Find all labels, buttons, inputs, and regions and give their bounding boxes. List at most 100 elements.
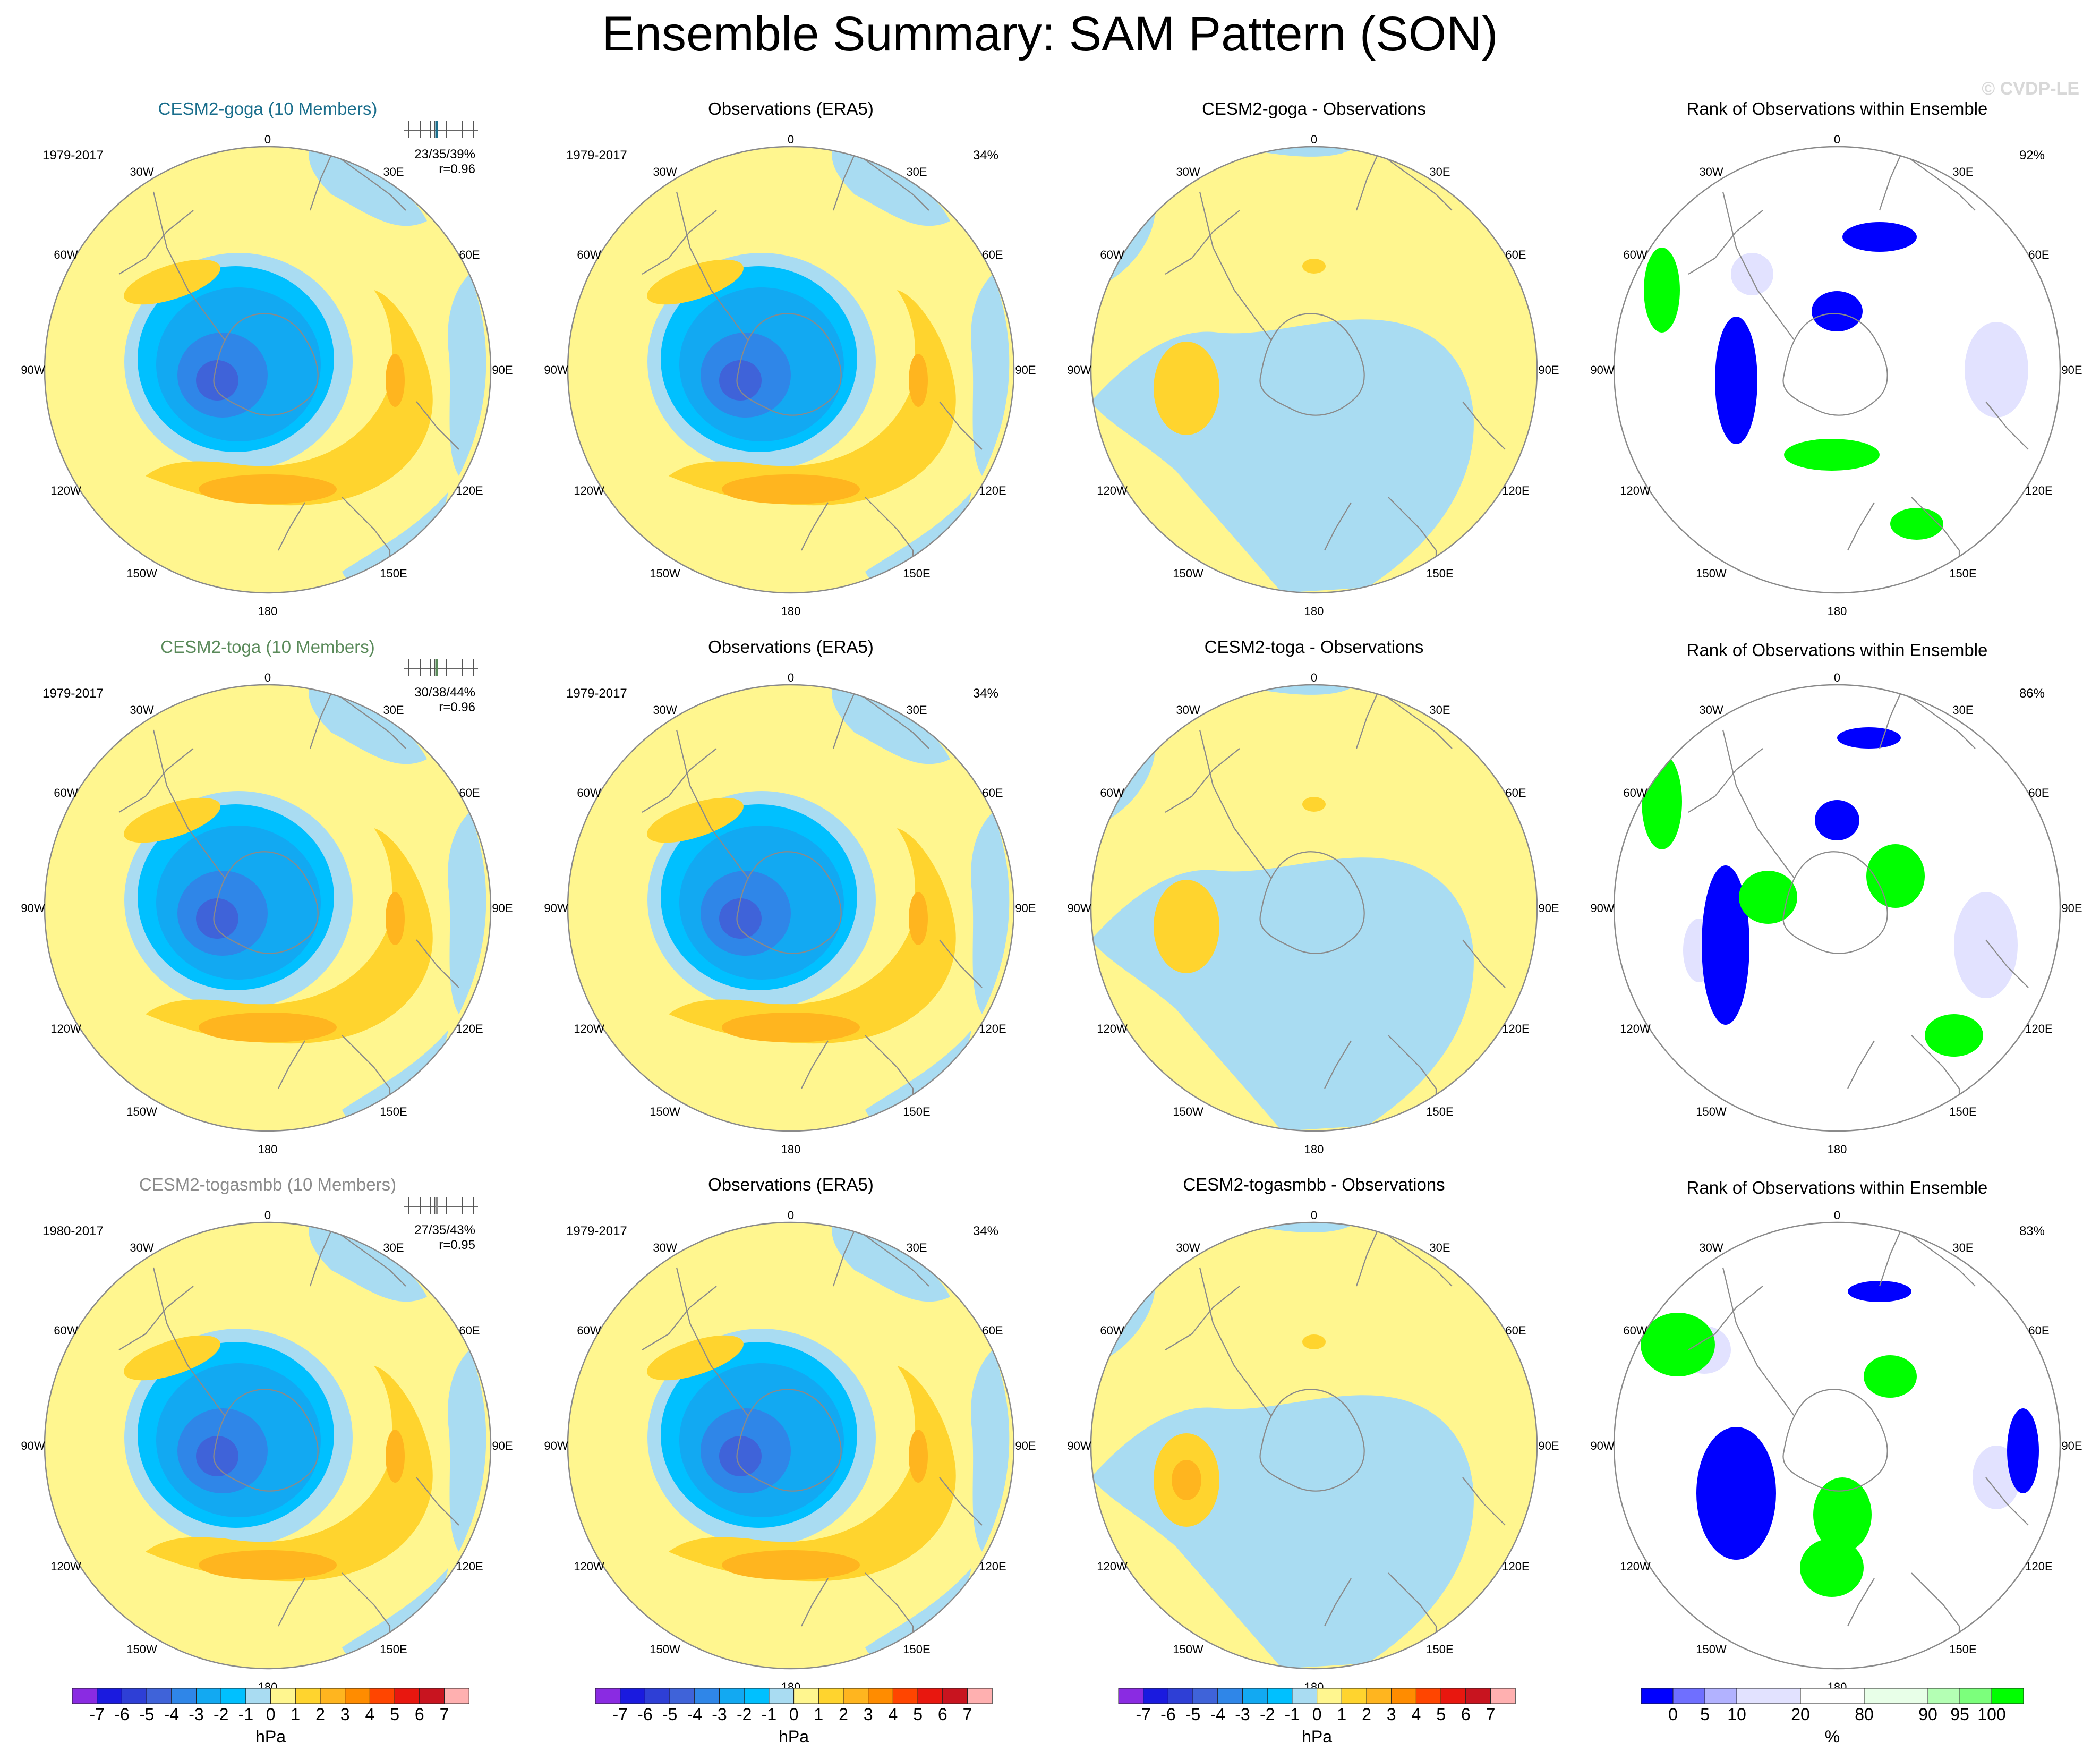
lon-label: 120E	[1502, 484, 1529, 497]
coastline	[1847, 502, 1875, 551]
lon-label: 90E	[1015, 902, 1036, 915]
lon-label: 120E	[2025, 484, 2052, 497]
lon-label: 150E	[1426, 567, 1453, 580]
coastline	[1165, 748, 1240, 813]
rank-95-100-region	[1644, 248, 1680, 333]
coastline	[832, 154, 856, 211]
lon-label: 60E	[1505, 248, 1526, 261]
negative-band	[448, 812, 486, 1014]
colorbar-tick-label: 2	[839, 1705, 848, 1724]
coastline	[278, 502, 305, 551]
coastline	[152, 1267, 226, 1417]
rank-0-5-region	[1848, 1281, 1911, 1302]
colorbar-cell	[1927, 1688, 1960, 1704]
colorbar-cell	[220, 1688, 246, 1704]
lon-label: 90W	[544, 902, 568, 915]
lon-label: 90W	[21, 902, 45, 915]
high-lobe	[647, 259, 744, 305]
coastline	[1782, 851, 1888, 954]
lon-label: 150W	[126, 1643, 157, 1656]
colorbar-cell	[369, 1688, 395, 1704]
diff-map-row1: 0 30E 60E 90E 120E 150E 180 150W 120W 90W 60W 30W	[1067, 133, 1559, 618]
colorbar-tick-label: 6	[938, 1705, 947, 1724]
coastline	[736, 851, 842, 954]
lon-label: 0	[788, 1209, 794, 1222]
rank-0-5-region	[1842, 222, 1917, 252]
obs-years: 1979-2017	[566, 1224, 627, 1238]
colorbar-cell	[1704, 1688, 1737, 1704]
map-disc	[1091, 1222, 1537, 1669]
watermark: © CVDP-LE	[1982, 79, 2079, 99]
negative-band	[832, 1222, 950, 1302]
colorbar-tick-label: 3	[864, 1705, 873, 1724]
colorbar-unit-label: hPa	[779, 1727, 809, 1746]
lon-label: 30E	[1429, 165, 1450, 178]
lon-label: 30W	[130, 165, 153, 178]
coastline	[416, 1477, 459, 1526]
lon-label: 150W	[1696, 1643, 1727, 1656]
positive-core	[1154, 342, 1219, 435]
colorbar-tick-label: 3	[340, 1705, 350, 1724]
colorbar-unit-label: hPa	[1302, 1727, 1332, 1746]
high-band	[146, 290, 433, 506]
colorbar-cell	[892, 1688, 918, 1704]
colorbar-unit-label: hPa	[255, 1727, 286, 1746]
lon-label: 60E	[2028, 786, 2049, 800]
map-border	[1613, 1221, 2061, 1670]
lon-label: 0	[264, 1209, 271, 1222]
colorbar-cell	[1143, 1688, 1168, 1704]
coastline	[1165, 210, 1240, 275]
colorbar-cell	[1317, 1688, 1342, 1704]
lon-label: 60W	[54, 248, 78, 261]
lon-label: 180	[781, 605, 801, 618]
colorbar-tick-label: -6	[1160, 1705, 1175, 1724]
lon-label: 150W	[650, 567, 680, 580]
negative-band	[342, 1568, 448, 1661]
coastline	[118, 1286, 194, 1350]
colorbar-cell	[196, 1688, 221, 1704]
colorbar-cell	[1440, 1688, 1466, 1704]
high-core	[199, 1013, 337, 1042]
coastline	[309, 154, 332, 211]
high-lobe	[124, 797, 220, 843]
coastline	[213, 313, 319, 416]
coastline	[1847, 1040, 1875, 1089]
lon-label: 60E	[982, 786, 1003, 800]
high-lobe	[647, 1335, 744, 1381]
colorbar-unit-label: %	[1825, 1727, 1840, 1746]
coastline	[1199, 191, 1272, 341]
lon-label: 150E	[380, 567, 407, 580]
rank-percent: 83%	[2019, 1224, 2045, 1238]
colorbar-cell	[1292, 1688, 1318, 1704]
lon-label: 150W	[650, 1105, 680, 1118]
colorbar-cell	[1267, 1688, 1293, 1704]
colorbar-cell	[270, 1688, 296, 1704]
figure-title: Ensemble Summary: SAM Pattern (SON)	[602, 7, 1498, 61]
lon-label: 180	[258, 605, 278, 618]
coastline	[1879, 154, 1902, 211]
negative-band	[865, 1568, 971, 1661]
colorbar-tick-label: -4	[1210, 1705, 1225, 1724]
lon-label: 90E	[2061, 902, 2082, 915]
colorbar-tick-label: 90	[1918, 1705, 1937, 1724]
lon-label: 30E	[1952, 1241, 1973, 1254]
hpa-colorbar-3: -7 -6 -5 -4 -3 -2 -1 0 1 2 3 4 5 6 7 hPa	[1118, 1688, 1516, 1746]
colorbar-tick-label: 5	[913, 1705, 923, 1724]
colorbar-tick-label: -2	[737, 1705, 752, 1724]
map-border	[44, 146, 492, 594]
lon-label: 120W	[1620, 1560, 1651, 1573]
low-contour-5	[719, 1436, 762, 1476]
positive-core	[1154, 880, 1219, 973]
lon-label: 0	[1834, 671, 1840, 684]
rank-95-100-region	[1784, 439, 1880, 471]
lon-label: 0	[788, 671, 794, 684]
rank-0-5-region	[2007, 1408, 2039, 1493]
lon-label: 60E	[982, 248, 1003, 261]
high-lobe	[124, 1335, 220, 1381]
coastline	[642, 1286, 717, 1350]
coastline	[278, 1040, 305, 1089]
map-disc	[568, 685, 1014, 1131]
coastline	[1722, 1267, 1795, 1417]
colorbar-tick-label: -1	[1285, 1705, 1300, 1724]
